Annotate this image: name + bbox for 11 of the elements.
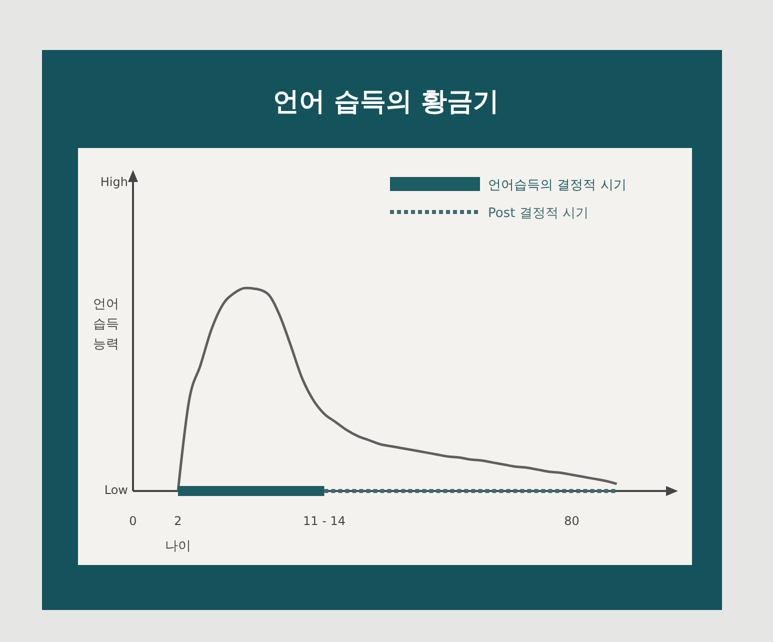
x-tick-label: 0 xyxy=(129,514,137,528)
y-axis-title: 언어 습득 능력 xyxy=(93,297,119,352)
x-tick-label: 80 xyxy=(564,514,580,528)
text: Post 결정적 시기 xyxy=(488,206,588,221)
annotation: Low xyxy=(104,483,128,497)
chart-title: 언어 습득의 황금기 xyxy=(272,87,500,117)
text: 언어습득의 결정적 시기 xyxy=(488,178,626,193)
x-tick-label: 11 - 14 xyxy=(303,514,346,528)
x-axis-title: 나이 xyxy=(165,539,191,554)
x-tick-label: 2 xyxy=(174,514,182,528)
text: High xyxy=(100,175,128,189)
